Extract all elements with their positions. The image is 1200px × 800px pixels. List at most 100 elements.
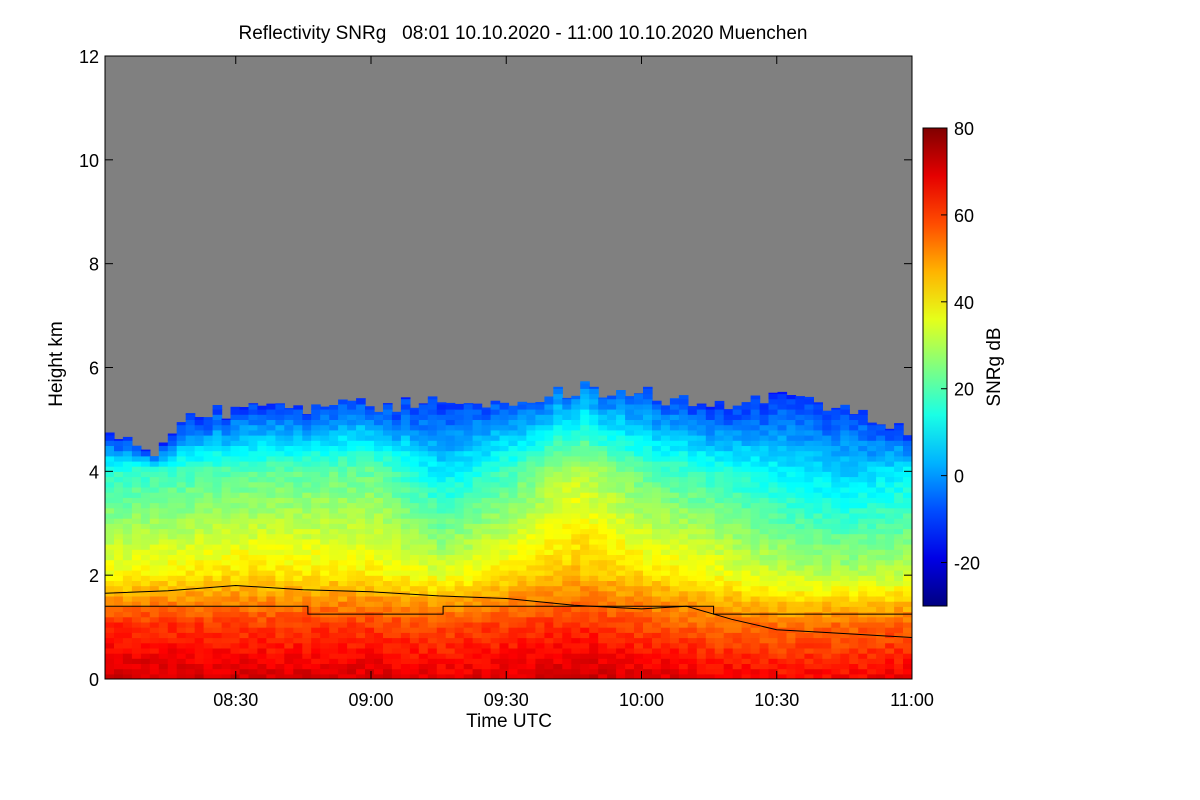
heatmap-cell	[643, 549, 653, 555]
heatmap-cell	[158, 471, 169, 478]
heatmap-cell	[759, 409, 770, 415]
heatmap-cell	[302, 414, 312, 420]
heatmap-cell	[867, 653, 877, 659]
heatmap-cell	[678, 570, 689, 576]
heatmap-cell	[822, 606, 832, 613]
heatmap-cell	[777, 393, 788, 400]
heatmap-cell	[158, 621, 169, 628]
heatmap-cell	[356, 590, 366, 597]
heatmap-cell	[418, 559, 429, 566]
heatmap-cell	[445, 658, 456, 664]
heatmap-cell	[463, 476, 474, 483]
heatmap-cell	[409, 668, 420, 675]
heatmap-cell	[903, 440, 912, 446]
heatmap-cell	[284, 647, 294, 654]
heatmap-cell	[804, 616, 814, 623]
heatmap-cell	[660, 419, 671, 426]
heatmap-cell	[391, 663, 402, 670]
heatmap-cell	[131, 632, 142, 639]
heatmap-cell	[849, 632, 859, 639]
heatmap-cell	[347, 590, 357, 597]
heatmap-cell	[696, 595, 707, 602]
heatmap-cell	[562, 580, 572, 587]
heatmap-cell	[481, 460, 492, 467]
heatmap-cell	[831, 486, 841, 493]
heatmap-cell	[490, 601, 501, 607]
heatmap-cell	[499, 497, 510, 504]
heatmap-cell	[418, 481, 429, 488]
heatmap-cell	[732, 460, 743, 467]
heatmap-cell	[185, 466, 196, 472]
heatmap-cell	[302, 601, 312, 607]
heatmap-cell	[553, 386, 563, 389]
heatmap-cell	[239, 533, 250, 540]
heatmap-cell	[293, 481, 303, 488]
heatmap-cell	[409, 512, 420, 519]
heatmap-cell	[598, 575, 608, 581]
heatmap-cell	[409, 486, 420, 493]
heatmap-cell	[122, 606, 133, 613]
heatmap-cell	[481, 575, 492, 581]
heatmap-cell	[867, 637, 877, 644]
heatmap-cell	[347, 627, 357, 633]
heatmap-cell	[140, 538, 151, 545]
heatmap-cell	[176, 422, 187, 426]
heatmap-cell	[580, 673, 590, 679]
heatmap-cell	[257, 486, 267, 493]
heatmap-cell	[436, 502, 447, 509]
heatmap-cell	[383, 492, 393, 498]
heatmap-cell	[768, 549, 779, 555]
heatmap-cell	[499, 554, 510, 561]
heatmap-cell	[625, 507, 635, 514]
heatmap-cell	[544, 616, 554, 623]
heatmap-cell	[616, 419, 626, 426]
heatmap-cell	[176, 460, 187, 467]
heatmap-cell	[687, 492, 698, 498]
heatmap-cell	[777, 476, 788, 483]
heatmap-cell	[275, 632, 285, 639]
heatmap-cell	[732, 497, 743, 504]
heatmap-cell	[643, 409, 653, 415]
heatmap-cell	[616, 668, 626, 675]
heatmap-cell	[589, 414, 599, 420]
heatmap-cell	[750, 502, 761, 509]
heatmap-cell	[212, 460, 223, 467]
heatmap-cell	[777, 621, 788, 628]
heatmap-cell	[759, 440, 770, 446]
heatmap-cell	[849, 616, 859, 623]
heatmap-cell	[409, 435, 420, 441]
heatmap-cell	[481, 419, 492, 426]
heatmap-cell	[840, 627, 850, 633]
heatmap-cell	[131, 564, 142, 571]
heatmap-cell	[813, 637, 823, 644]
heatmap-cell	[553, 523, 563, 530]
heatmap-cell	[275, 409, 285, 415]
heatmap-cell	[652, 400, 662, 405]
heatmap-cell	[714, 585, 725, 592]
heatmap-cell	[427, 673, 438, 679]
heatmap-cell	[436, 621, 447, 628]
heatmap-cell	[418, 616, 429, 623]
heatmap-cell	[114, 460, 124, 467]
heatmap-cell	[687, 419, 698, 426]
heatmap-cell	[221, 616, 232, 623]
heatmap-cell	[212, 445, 223, 452]
heatmap-cell	[185, 611, 196, 618]
heatmap-cell	[598, 398, 608, 405]
heatmap-cell	[634, 663, 644, 670]
heatmap-cell	[804, 507, 814, 514]
heatmap-cell	[275, 507, 285, 514]
heatmap-cell	[741, 512, 752, 519]
heatmap-cell	[275, 435, 285, 441]
heatmap-cell	[526, 476, 536, 483]
heatmap-cell	[759, 637, 770, 644]
heatmap-cell	[185, 440, 196, 446]
heatmap-cell	[750, 668, 761, 675]
heatmap-cell	[338, 538, 348, 545]
heatmap-cell	[786, 538, 797, 545]
heatmap-cell	[553, 414, 563, 420]
heatmap-cell	[589, 450, 599, 457]
heatmap-cell	[149, 564, 160, 571]
heatmap-cell	[194, 611, 205, 618]
heatmap-cell	[616, 590, 626, 597]
